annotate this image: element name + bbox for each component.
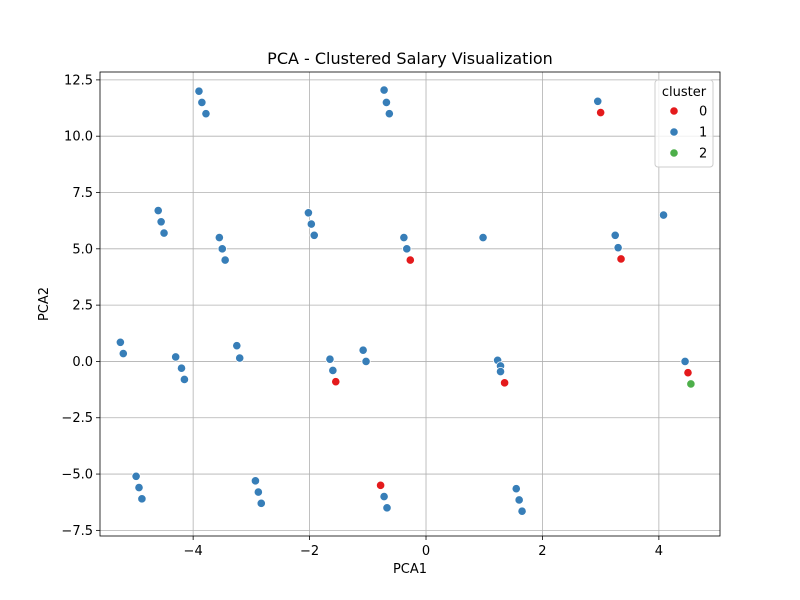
scatter-point-cluster-1 xyxy=(159,228,169,238)
scatter-point-cluster-0 xyxy=(683,368,693,378)
scatter-point-cluster-0 xyxy=(405,255,415,265)
scatter-point-cluster-1 xyxy=(514,495,524,505)
legend-box xyxy=(654,79,714,168)
legend-marker-cluster-1 xyxy=(669,127,679,137)
scatter-point-cluster-1 xyxy=(358,345,368,355)
scatter-point-cluster-1 xyxy=(613,243,623,253)
scatter-point-cluster-1 xyxy=(325,354,335,364)
scatter-point-cluster-1 xyxy=(511,484,521,494)
scatter-point-cluster-1 xyxy=(309,230,319,240)
chart-title: PCA - Clustered Salary Visualization xyxy=(267,49,553,68)
legend-label-cluster-2: 2 xyxy=(699,147,707,162)
scatter-point-cluster-1 xyxy=(115,337,125,347)
scatter-point-cluster-1 xyxy=(201,109,211,119)
y-axis-label: PCA2 xyxy=(37,287,52,321)
scatter-point-cluster-1 xyxy=(306,219,316,229)
scatter-point-cluster-1 xyxy=(232,341,242,351)
legend-marker-cluster-0 xyxy=(669,106,679,116)
scatter-point-cluster-0 xyxy=(376,480,386,490)
scatter-point-cluster-1 xyxy=(253,487,263,497)
scatter-point-cluster-1 xyxy=(131,471,141,481)
scatter-point-cluster-0 xyxy=(331,377,341,387)
scatter-point-cluster-1 xyxy=(593,96,603,106)
scatter-point-cluster-1 xyxy=(194,86,204,96)
x-tick-label: −2 xyxy=(300,544,319,559)
scatter-point-cluster-1 xyxy=(399,232,409,243)
scatter-point-cluster-1 xyxy=(381,97,392,108)
scatter-point-cluster-1 xyxy=(658,210,669,220)
scatter-point-cluster-1 xyxy=(137,494,147,504)
scatter-point-cluster-1 xyxy=(610,230,620,240)
x-tick-label: −4 xyxy=(184,544,203,559)
x-tick-label: 4 xyxy=(655,544,663,559)
scatter-point-cluster-1 xyxy=(256,498,266,508)
scatter-point-cluster-1 xyxy=(402,244,412,254)
scatter-point-cluster-0 xyxy=(596,107,606,118)
legend: cluster 0 1 2 xyxy=(654,79,714,168)
scatter-point-cluster-1 xyxy=(179,374,190,385)
legend-marker-cluster-2 xyxy=(669,148,679,158)
legend-label-cluster-0: 0 xyxy=(699,105,707,120)
x-tick-label: 0 xyxy=(422,544,430,559)
scatter-point-cluster-0 xyxy=(616,254,626,264)
scatter-point-cluster-1 xyxy=(176,363,187,373)
scatter-point-cluster-1 xyxy=(134,482,144,493)
scatter-point-cluster-1 xyxy=(171,352,181,362)
data-points xyxy=(115,85,696,516)
scatter-point-cluster-1 xyxy=(220,255,230,265)
y-tick-label: 5.0 xyxy=(72,242,93,257)
y-tick-label: 7.5 xyxy=(72,186,93,201)
legend-title: cluster xyxy=(662,85,707,100)
scatter-point-cluster-1 xyxy=(156,217,166,227)
scatter-point-cluster-1 xyxy=(250,476,261,486)
scatter-point-cluster-1 xyxy=(382,503,392,513)
scatter-point-cluster-2 xyxy=(686,379,696,389)
scatter-point-cluster-1 xyxy=(153,205,163,216)
x-axis-label: PCA1 xyxy=(393,562,427,577)
scatter-point-cluster-1 xyxy=(478,232,488,243)
plot-frame xyxy=(99,71,721,537)
y-tick-label: −2.5 xyxy=(61,411,93,426)
legend-label-cluster-1: 1 xyxy=(699,126,707,141)
scatter-point-cluster-1 xyxy=(495,366,506,377)
scatter-point-cluster-1 xyxy=(303,208,314,218)
axis-ticks: −4 −2 0 2 4 −7.5 −5.0 −2.5 0.0 2.5 5.0 7.5 10.0 12.5 xyxy=(61,73,663,559)
y-tick-label: 10.0 xyxy=(64,130,93,145)
scatter-point-cluster-1 xyxy=(217,244,227,254)
scatter-point-cluster-1 xyxy=(118,348,128,359)
y-tick-label: −7.5 xyxy=(61,524,93,539)
scatter-point-cluster-1 xyxy=(680,356,690,367)
scatter-point-cluster-1 xyxy=(328,365,338,376)
x-tick-label: 2 xyxy=(538,544,546,559)
y-tick-label: −5.0 xyxy=(61,468,93,483)
scatter-point-cluster-1 xyxy=(214,232,224,243)
y-tick-label: 12.5 xyxy=(64,73,93,88)
scatter-point-cluster-1 xyxy=(384,109,394,119)
scatter-point-cluster-1 xyxy=(197,97,207,108)
scatter-point-cluster-1 xyxy=(517,506,527,516)
scatter-point-cluster-1 xyxy=(379,491,389,502)
y-tick-label: 2.5 xyxy=(72,299,93,314)
y-tick-label: 0.0 xyxy=(72,355,93,370)
scatter-point-cluster-1 xyxy=(361,356,371,367)
scatter-point-cluster-1 xyxy=(235,353,245,363)
scatter-point-cluster-1 xyxy=(379,85,389,95)
scatter-point-cluster-0 xyxy=(500,378,510,388)
